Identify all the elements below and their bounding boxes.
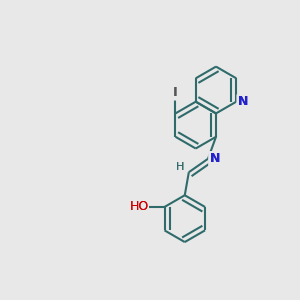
Text: I: I [173, 86, 178, 99]
Text: I: I [174, 86, 177, 99]
Text: H: H [176, 162, 184, 172]
Text: N: N [209, 152, 220, 165]
Text: N: N [238, 95, 248, 108]
Text: N: N [238, 95, 248, 108]
Text: N: N [209, 152, 220, 165]
Text: N: N [238, 95, 248, 108]
Text: N: N [209, 152, 220, 165]
Text: HO: HO [130, 200, 149, 214]
Text: I: I [174, 86, 177, 99]
Text: H: H [176, 162, 184, 172]
Text: HO: HO [130, 200, 149, 214]
